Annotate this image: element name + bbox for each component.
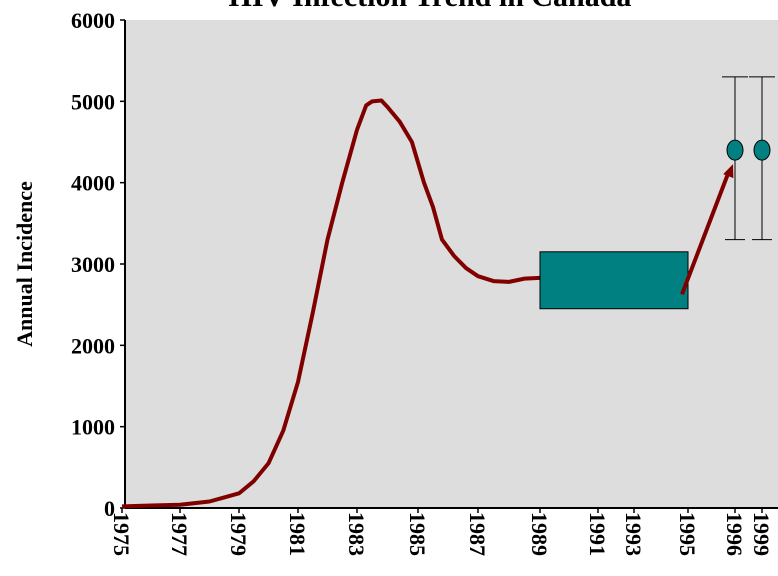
y-tick-label: 2000 [71, 333, 115, 358]
y-axis-label: Annual Incidence [12, 181, 37, 347]
y-tick-label: 5000 [71, 89, 115, 114]
x-tick-label: 1977 [167, 512, 192, 556]
arrow-head [723, 164, 734, 179]
y-tick-label: 0 [104, 496, 115, 521]
x-tick-label: 1996 [722, 512, 747, 556]
x-tick-label: 1993 [621, 512, 646, 556]
y-tick-label: 1000 [71, 415, 115, 440]
x-tick-label: 1985 [405, 512, 430, 556]
estimate-point [726, 139, 744, 161]
x-tick-label: 1981 [285, 512, 310, 556]
x-tick-label: 1989 [527, 512, 552, 556]
trend-line [121, 98, 541, 509]
x-tick-label: 1991 [585, 512, 610, 556]
x-tick-label: 1987 [465, 512, 490, 556]
chart-title: HIV Infection Trend in Canada [229, 0, 632, 13]
y-tick-label: 6000 [71, 8, 115, 33]
range-box [539, 251, 689, 310]
x-tick-label: 1979 [226, 512, 251, 556]
x-tick-label: 1999 [749, 512, 774, 556]
x-tick-label: 1975 [109, 512, 134, 556]
x-tick-label: 1983 [344, 512, 369, 556]
arrow [680, 170, 731, 295]
y-tick-label: 4000 [71, 171, 115, 196]
estimate-point [753, 139, 771, 161]
x-tick-label: 1995 [675, 512, 700, 556]
y-tick-label: 3000 [71, 252, 115, 277]
